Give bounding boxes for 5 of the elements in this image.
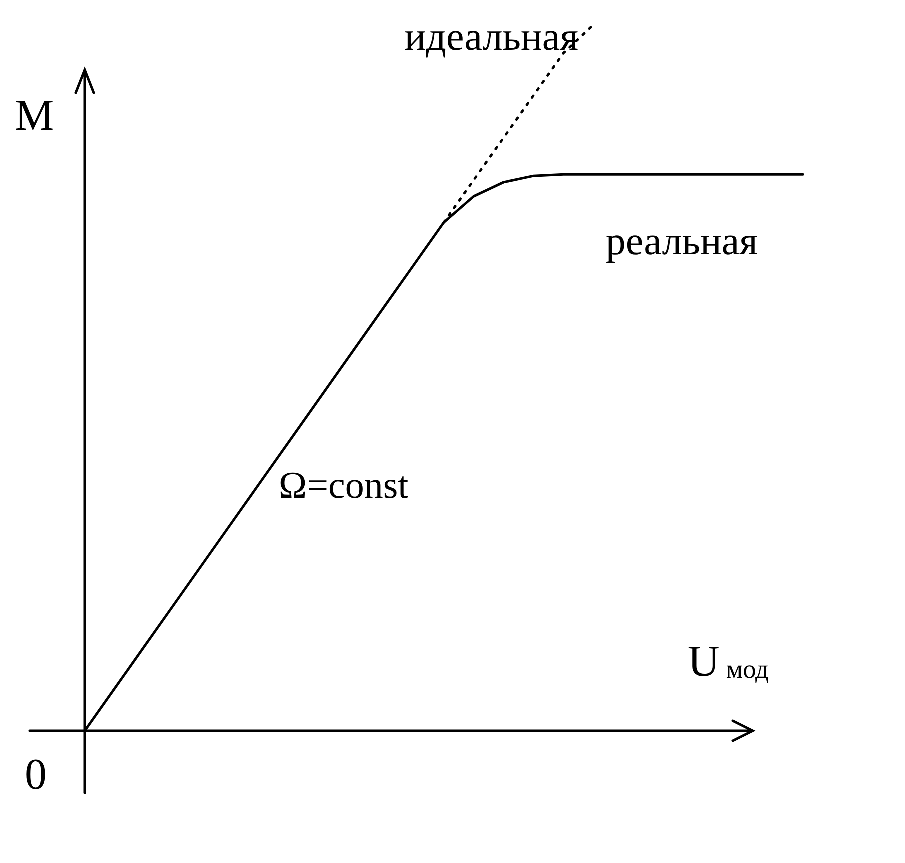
annotation: Ω=const bbox=[278, 465, 410, 508]
series-label: реальная bbox=[606, 218, 758, 264]
y-axis-title: М bbox=[15, 91, 54, 140]
series-label: идеальная bbox=[404, 14, 579, 59]
text: 0 bbox=[25, 750, 47, 799]
